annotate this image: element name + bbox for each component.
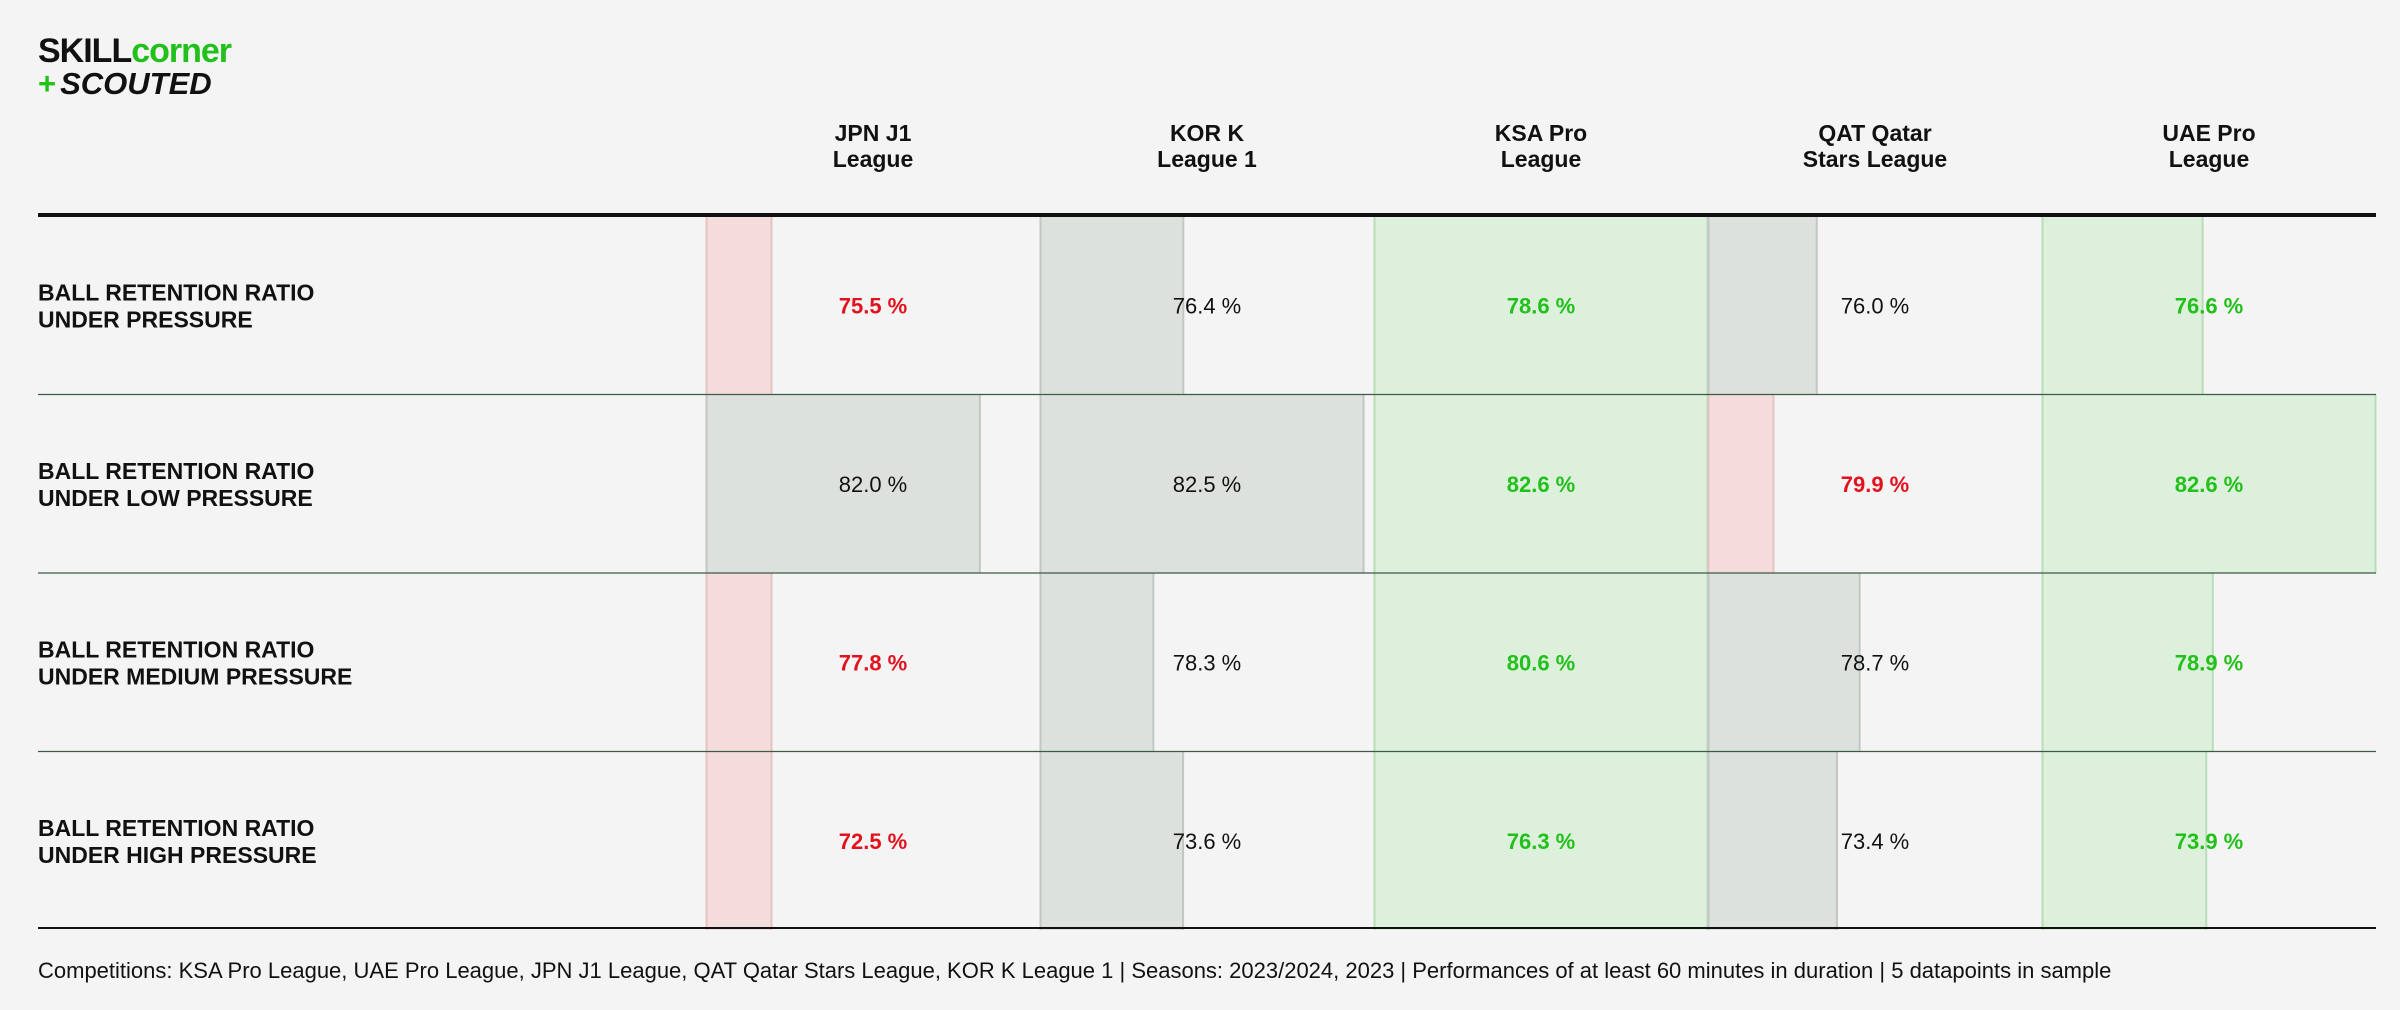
row-label-line: BALL RETENTION RATIO <box>38 636 314 662</box>
value-bar <box>706 394 981 573</box>
value-bar <box>1708 216 1818 395</box>
logo-skill-text: SKILL <box>38 32 132 70</box>
value-bar <box>2042 573 2214 752</box>
column-header-line: League <box>2169 146 2250 172</box>
value-bar <box>706 751 772 930</box>
value-label: 76.0 % <box>1841 293 1910 318</box>
value-labels: 75.5 % 76.4 % 78.6 % 76.0 % 76.6 % 82.0 % 82.5… <box>839 293 2244 854</box>
value-bar <box>1040 216 1184 395</box>
value-label: 80.6 % <box>1507 650 1576 675</box>
value-label: 82.6 % <box>2175 472 2244 497</box>
row-label-line: BALL RETENTION RATIO <box>38 458 314 484</box>
value-bar <box>706 573 772 752</box>
value-label: 82.0 % <box>839 472 908 497</box>
value-bar <box>1708 573 1861 752</box>
value-label: 77.8 % <box>839 650 908 675</box>
value-label: 79.9 % <box>1841 472 1910 497</box>
value-label: 73.4 % <box>1841 829 1910 854</box>
column-header-line: League <box>833 146 914 172</box>
logo-scouted-text: SCOUTED <box>60 66 212 101</box>
column-header-line: League 1 <box>1157 146 1257 172</box>
column-header-line: UAE Pro <box>2162 120 2255 146</box>
value-label: 76.4 % <box>1173 293 1242 318</box>
skillcorner-scouted-logo: SKILLcorner + SCOUTED <box>38 32 238 100</box>
column-header-line: Stars League <box>1803 146 1947 172</box>
value-label: 73.9 % <box>2175 829 2244 854</box>
value-label: 75.5 % <box>839 293 908 318</box>
row-label-line: UNDER HIGH PRESSURE <box>38 842 317 868</box>
value-bar <box>1374 216 1708 395</box>
column-header-line: KSA Pro <box>1495 120 1587 146</box>
column-header: KOR K League 1 <box>1157 120 1257 172</box>
row-label-line: UNDER LOW PRESSURE <box>38 485 313 511</box>
value-bar <box>1040 573 1154 752</box>
column-header: UAE Pro League <box>2162 120 2255 172</box>
value-bar <box>1374 751 1708 930</box>
value-label: 82.5 % <box>1173 472 1242 497</box>
value-bar <box>1374 573 1708 752</box>
row-label: BALL RETENTION RATIO UNDER LOW PRESSURE <box>38 458 314 511</box>
column-header-line: League <box>1501 146 1582 172</box>
value-label: 76.6 % <box>2175 293 2244 318</box>
value-label: 78.7 % <box>1841 650 1910 675</box>
row-label-line: UNDER PRESSURE <box>38 306 253 332</box>
logo-corner-text: corner <box>131 32 232 70</box>
value-bar <box>706 216 772 395</box>
value-bar <box>1708 751 1838 930</box>
row-label-line: BALL RETENTION RATIO <box>38 815 314 841</box>
footer-note: Competitions: KSA Pro League, UAE Pro Le… <box>38 958 2112 983</box>
column-header-line: KOR K <box>1170 120 1245 146</box>
value-bars <box>705 216 2377 930</box>
row-label: BALL RETENTION RATIO UNDER MEDIUM PRESSUR… <box>38 636 352 689</box>
value-bar <box>1040 394 1365 573</box>
column-header: JPN J1 League <box>833 120 914 172</box>
value-bar <box>1374 394 1708 573</box>
table-rules <box>38 213 2376 929</box>
logo-plus-glyph: + <box>38 66 57 101</box>
value-bar <box>2042 751 2207 930</box>
column-header: KSA Pro League <box>1495 120 1587 172</box>
value-label: 78.9 % <box>2175 650 2244 675</box>
value-bar <box>2042 394 2376 573</box>
value-label: 72.5 % <box>839 829 908 854</box>
row-label: BALL RETENTION RATIO UNDER HIGH PRESSURE <box>38 815 317 868</box>
value-label: 82.6 % <box>1507 472 1576 497</box>
value-bar <box>1040 751 1184 930</box>
column-header-line: QAT Qatar <box>1818 120 1931 146</box>
row-label: BALL RETENTION RATIO UNDER PRESSURE <box>38 279 314 332</box>
column-header: QAT Qatar Stars League <box>1803 120 1947 172</box>
value-bar <box>2042 216 2204 395</box>
row-label-line: UNDER MEDIUM PRESSURE <box>38 663 352 689</box>
value-label: 76.3 % <box>1507 829 1576 854</box>
row-label-line: BALL RETENTION RATIO <box>38 279 314 305</box>
value-bar <box>1708 394 1774 573</box>
value-label: 78.6 % <box>1507 293 1576 318</box>
column-header-line: JPN J1 <box>835 120 912 146</box>
value-label: 73.6 % <box>1173 829 1242 854</box>
value-label: 78.3 % <box>1173 650 1242 675</box>
